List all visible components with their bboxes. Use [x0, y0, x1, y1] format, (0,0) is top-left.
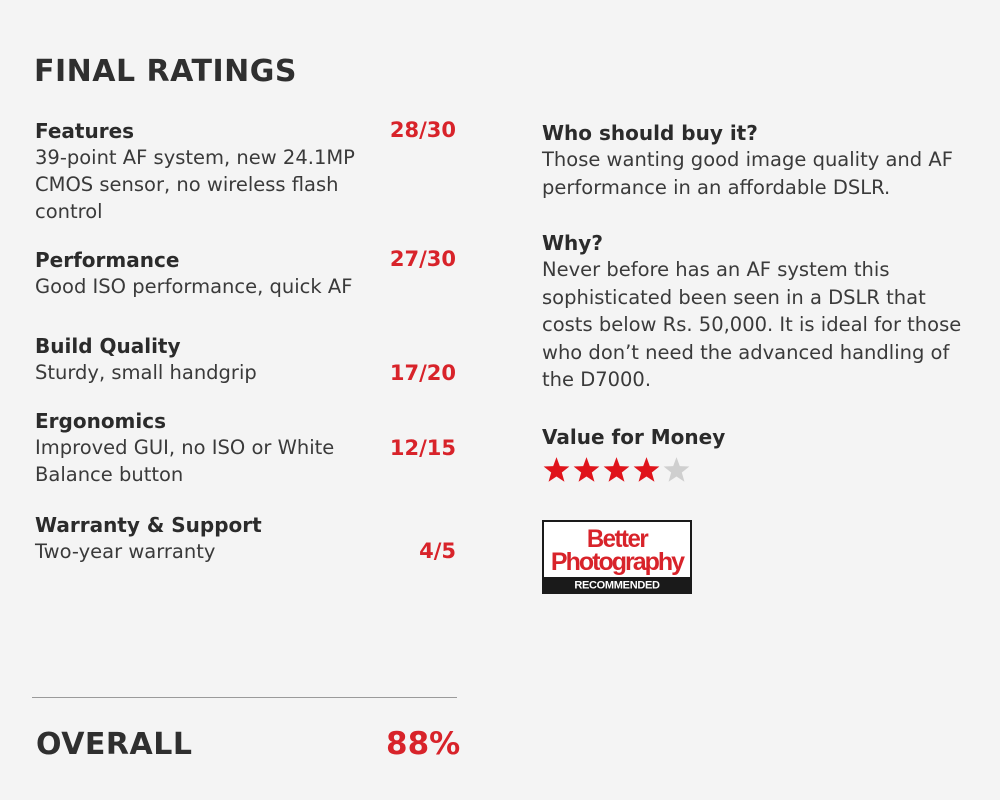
overall-divider — [32, 697, 457, 698]
rating-description: Two-year warranty — [35, 540, 216, 563]
value-for-money-section: Value for Money — [542, 424, 982, 450]
rating-score: 4/5 — [419, 539, 456, 563]
star-empty-icon — [663, 457, 690, 482]
star-rating — [542, 456, 691, 484]
rating-score: 28/30 — [389, 118, 456, 142]
why-section: Why? Never before has an AF system this … — [542, 230, 982, 394]
logo-text-photography: Photography — [551, 548, 685, 576]
rating-features: Features 39-point AF system, new 24.1MP … — [35, 118, 460, 225]
rating-description: Improved GUI, no ISO or White Balance bu… — [35, 436, 335, 486]
rating-name: Ergonomics — [35, 409, 167, 433]
rating-performance: Performance Good ISO performance, quick … — [35, 247, 460, 300]
better-photography-recommended-logo: Better Photography RECOMMENDED — [542, 520, 692, 594]
rating-description: Good ISO performance, quick AF — [35, 275, 353, 298]
overall-score: 88% — [386, 726, 461, 762]
star-filled-icon — [633, 457, 660, 482]
rating-name: Warranty & Support — [35, 513, 262, 537]
value-for-money-heading: Value for Money — [542, 425, 726, 449]
star-filled-icon — [603, 457, 630, 482]
rating-name: Build Quality — [35, 334, 181, 358]
star-filled-icon — [573, 457, 600, 482]
rating-description: Sturdy, small handgrip — [35, 361, 257, 384]
why-text: Never before has an AF system this sophi… — [542, 258, 962, 391]
rating-ergonomics: Ergonomics Improved GUI, no ISO or White… — [35, 408, 460, 488]
why-heading: Why? — [542, 231, 603, 255]
star-filled-icon — [543, 457, 570, 482]
rating-build-quality: Build Quality Sturdy, small handgrip 17/… — [35, 333, 460, 386]
who-should-buy-text: Those wanting good image quality and AF … — [542, 148, 953, 199]
rating-description: 39-point AF system, new 24.1MP CMOS sens… — [35, 146, 355, 223]
overall-label: OVERALL — [36, 727, 193, 762]
page-title: FINAL RATINGS — [34, 54, 297, 89]
rating-warranty-support: Warranty & Support Two-year warranty 4/5 — [35, 512, 460, 565]
rating-score: 12/15 — [389, 436, 456, 460]
rating-name: Performance — [35, 248, 180, 272]
rating-score: 17/20 — [389, 361, 456, 385]
rating-score: 27/30 — [389, 247, 456, 271]
who-should-buy-heading: Who should buy it? — [542, 121, 758, 145]
logo-text-better: Better — [587, 526, 649, 554]
rating-name: Features — [35, 119, 135, 143]
logo-text-recommended: RECOMMENDED — [574, 580, 660, 592]
who-should-buy-section: Who should buy it? Those wanting good im… — [542, 120, 982, 201]
